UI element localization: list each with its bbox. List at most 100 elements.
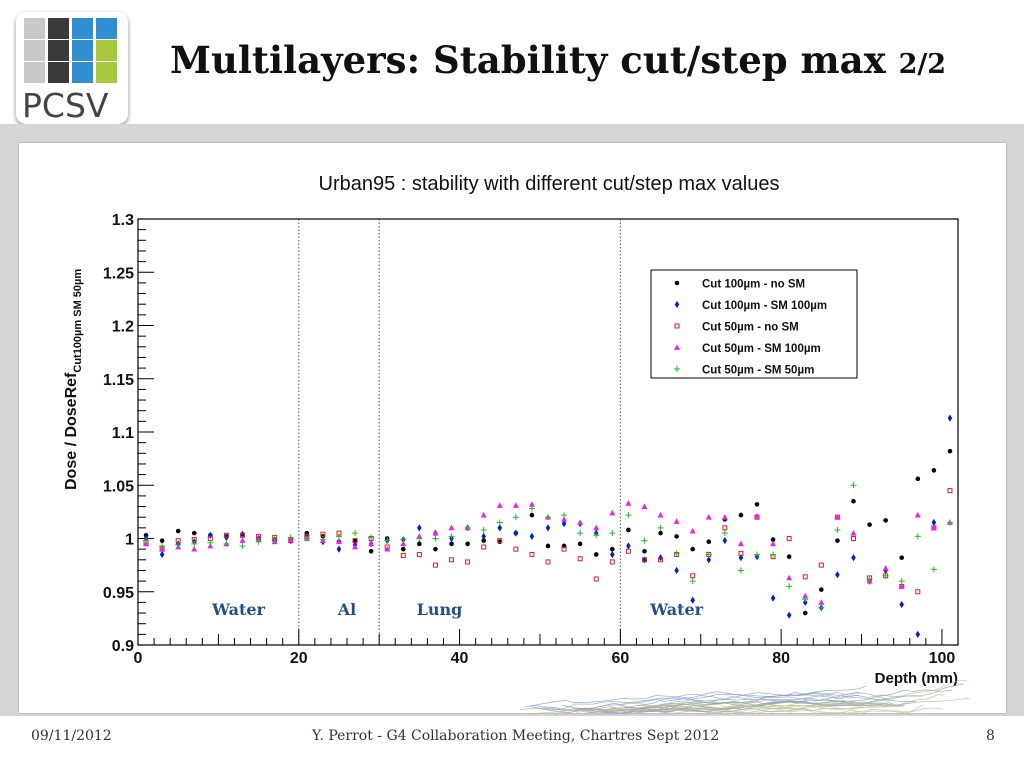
data-point [465,541,470,547]
data-point [754,551,761,558]
data-point [481,532,486,540]
data-point [529,551,535,557]
y-tick-label: 0.9 [112,638,134,655]
data-point [480,511,487,518]
footer-page-number: 8 [986,728,995,744]
data-point [223,532,229,538]
data-point [737,540,744,547]
data-point [754,502,760,507]
data-point [947,488,953,494]
data-point [625,548,631,554]
data-point [159,550,165,559]
data-point [352,543,359,550]
data-point [400,536,407,543]
y-tick-label: 0.95 [103,585,134,602]
legend-label: Cut 100µm - SM 100µm [702,300,827,312]
footer [0,716,1024,768]
data-point [754,512,761,519]
data-point [593,576,599,582]
data-point [737,567,744,574]
region-label: Water [211,600,266,619]
data-point [384,545,391,552]
data-point [818,604,825,611]
data-point [159,538,165,543]
legend-label: Cut 100µm - no SM [702,279,805,291]
data-point [368,548,374,554]
data-point [898,583,905,589]
data-point [657,511,664,518]
boundary-lines [298,219,621,645]
data-point [609,559,615,565]
y-axis-label-main: Dose / DoseRef [63,372,80,490]
x-tick-label: 60 [611,650,629,667]
data-point [641,537,648,544]
data-point [561,546,567,552]
data-point [626,542,631,550]
data-point [850,482,857,489]
data-point [931,468,937,473]
data-point [786,611,792,619]
data-point [352,538,358,544]
data-point [770,540,777,547]
data-point [802,610,808,616]
data-point [722,537,728,545]
data-point [899,600,905,609]
scenery-line [523,685,866,708]
data-point [545,524,551,532]
data-point [835,571,840,579]
slide-title: Multilayers: Stability cut/step max 2/2 [170,38,946,82]
scenery-line [543,691,859,711]
data-point [416,535,423,542]
logo-square [72,40,93,61]
data-point [512,502,519,508]
data-point [722,525,728,531]
data-point [545,559,551,565]
legend-box [650,269,858,379]
data-point [770,537,776,542]
data-point [561,512,568,519]
slide-title-main: Multilayers: Stability cut/step max [170,38,886,82]
data-point [850,536,856,541]
data-point [689,578,696,585]
data-point [497,524,503,532]
data-points [143,414,953,638]
y-tick-label: 1.05 [103,478,134,495]
data-point [689,527,696,534]
data-point [561,516,568,522]
footer-scenery [519,679,970,716]
data-point [529,532,535,540]
data-point [882,565,889,571]
data-point [673,550,680,557]
data-point [641,503,648,509]
series-4 [143,500,953,605]
data-point [947,448,953,454]
data-point [191,545,198,552]
data-point [335,533,342,540]
data-point [626,527,631,533]
data-point [400,546,406,552]
header-band [0,0,1024,122]
data-point [642,548,647,554]
data-point [319,536,326,543]
logo-square [24,18,45,39]
data-point [802,598,808,606]
legend-label: Cut 50µm - no SM [702,322,799,334]
data-point [931,518,937,527]
data-point [818,562,824,568]
data-point [449,557,455,563]
data-point [529,512,535,518]
data-point [690,546,696,552]
x-tick-label: 100 [929,650,956,667]
data-point [834,514,841,520]
data-point [496,519,503,526]
legend-label: Cut 50µm - SM 50µm [702,365,814,377]
pcsv-logo: PCSV [16,12,128,125]
series-5 [143,482,953,611]
data-point [850,529,857,536]
footer-date: 09/11/2012 [31,728,112,744]
data-point [240,530,245,538]
data-point [223,540,230,547]
data-point [721,530,728,537]
data-point [674,534,679,539]
data-point [464,524,471,531]
